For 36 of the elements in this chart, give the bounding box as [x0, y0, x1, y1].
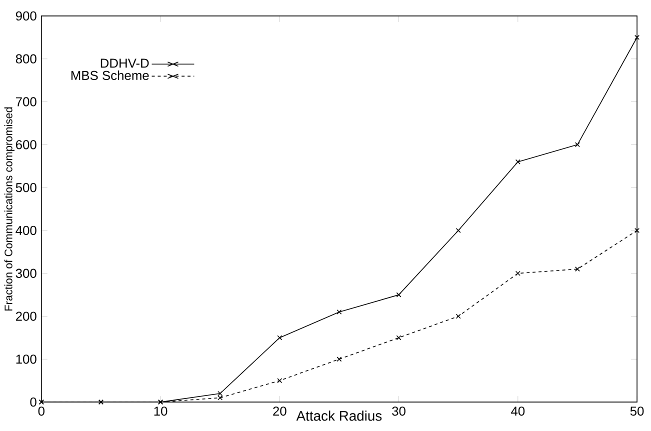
point [574, 142, 580, 148]
y-tick-label: 700 [16, 97, 36, 106]
point [218, 395, 223, 400]
y-axis-title: Fraction of Communications compromised [4, 107, 14, 310]
x-tick-label: 50 [630, 406, 644, 416]
x-tick-label: 20 [273, 406, 286, 416]
y-tick-label: 900 [16, 11, 36, 21]
x-tick-label: 0 [38, 406, 44, 416]
point [634, 228, 640, 233]
point [277, 378, 282, 384]
x-tick-label: 40 [511, 406, 525, 416]
point [515, 159, 520, 164]
point [456, 314, 461, 319]
legend-label: MBS Scheme [71, 70, 149, 80]
y-tick-label: 0 [30, 397, 36, 407]
y-tick-label: 300 [16, 268, 36, 278]
point [396, 292, 402, 298]
point [277, 335, 282, 340]
x-axis-title: Attack Radius [296, 410, 382, 421]
point [218, 390, 223, 396]
x-tick-label: 30 [392, 406, 406, 416]
y-tick-label: 400 [16, 226, 36, 236]
y-tick-label: 200 [16, 312, 36, 321]
point [634, 34, 640, 40]
point [336, 309, 342, 314]
x-tick-label: 10 [154, 406, 168, 416]
y-tick-label: 100 [16, 354, 36, 364]
y-tick-label: 800 [16, 54, 36, 64]
point [515, 270, 520, 276]
point [574, 266, 580, 272]
point [396, 335, 402, 340]
point [336, 356, 342, 362]
point [456, 228, 461, 233]
y-tick-label: 500 [16, 182, 36, 192]
y-tick-label: 600 [16, 140, 36, 150]
legend-label: DDHV-D [100, 58, 149, 68]
